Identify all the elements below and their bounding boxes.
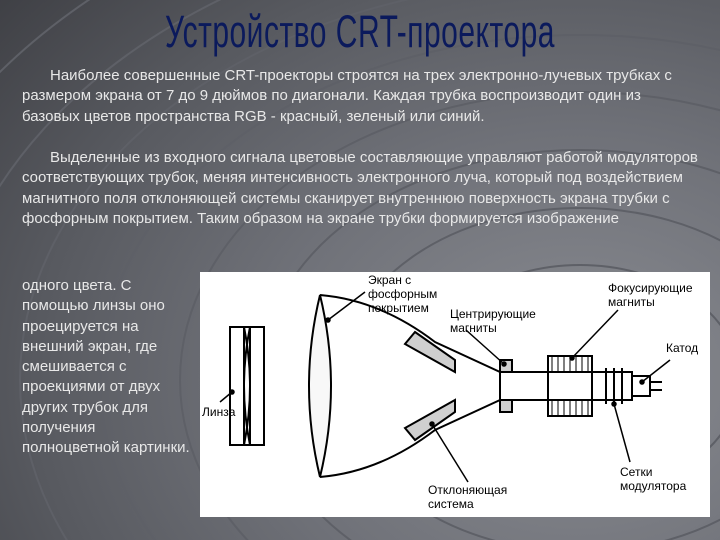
- crt-diagram: Линза Экран с фосфорным покрытием Центри…: [200, 272, 710, 517]
- svg-text:покрытием: покрытием: [368, 301, 429, 315]
- svg-text:Отклоняющая: Отклоняющая: [428, 483, 507, 497]
- svg-text:Линза: Линза: [202, 405, 236, 419]
- svg-text:Центрирующие: Центрирующие: [450, 307, 536, 321]
- svg-text:магниты: магниты: [608, 295, 655, 309]
- focusing-magnets: [548, 356, 592, 416]
- paragraph-1: Наиболее совершенные CRT-проекторы строя…: [22, 66, 700, 127]
- paragraph-2: Выделенные из входного сигнала цветовые …: [22, 148, 700, 229]
- svg-text:Катод: Катод: [666, 341, 698, 355]
- page-title: Устройство CRT-проектора: [165, 8, 555, 59]
- svg-text:Сетки: Сетки: [620, 465, 652, 479]
- paragraph-3: одного цвета. С помощью линзы оно проеци…: [22, 276, 192, 458]
- svg-text:модулятора: модулятора: [620, 479, 687, 493]
- lens-shape: [230, 327, 264, 445]
- svg-text:Фокусирующие: Фокусирующие: [608, 281, 693, 295]
- svg-text:Экран с: Экран с: [368, 273, 411, 287]
- svg-text:система: система: [428, 497, 474, 511]
- svg-text:магниты: магниты: [450, 321, 497, 335]
- svg-text:фосфорным: фосфорным: [368, 287, 437, 301]
